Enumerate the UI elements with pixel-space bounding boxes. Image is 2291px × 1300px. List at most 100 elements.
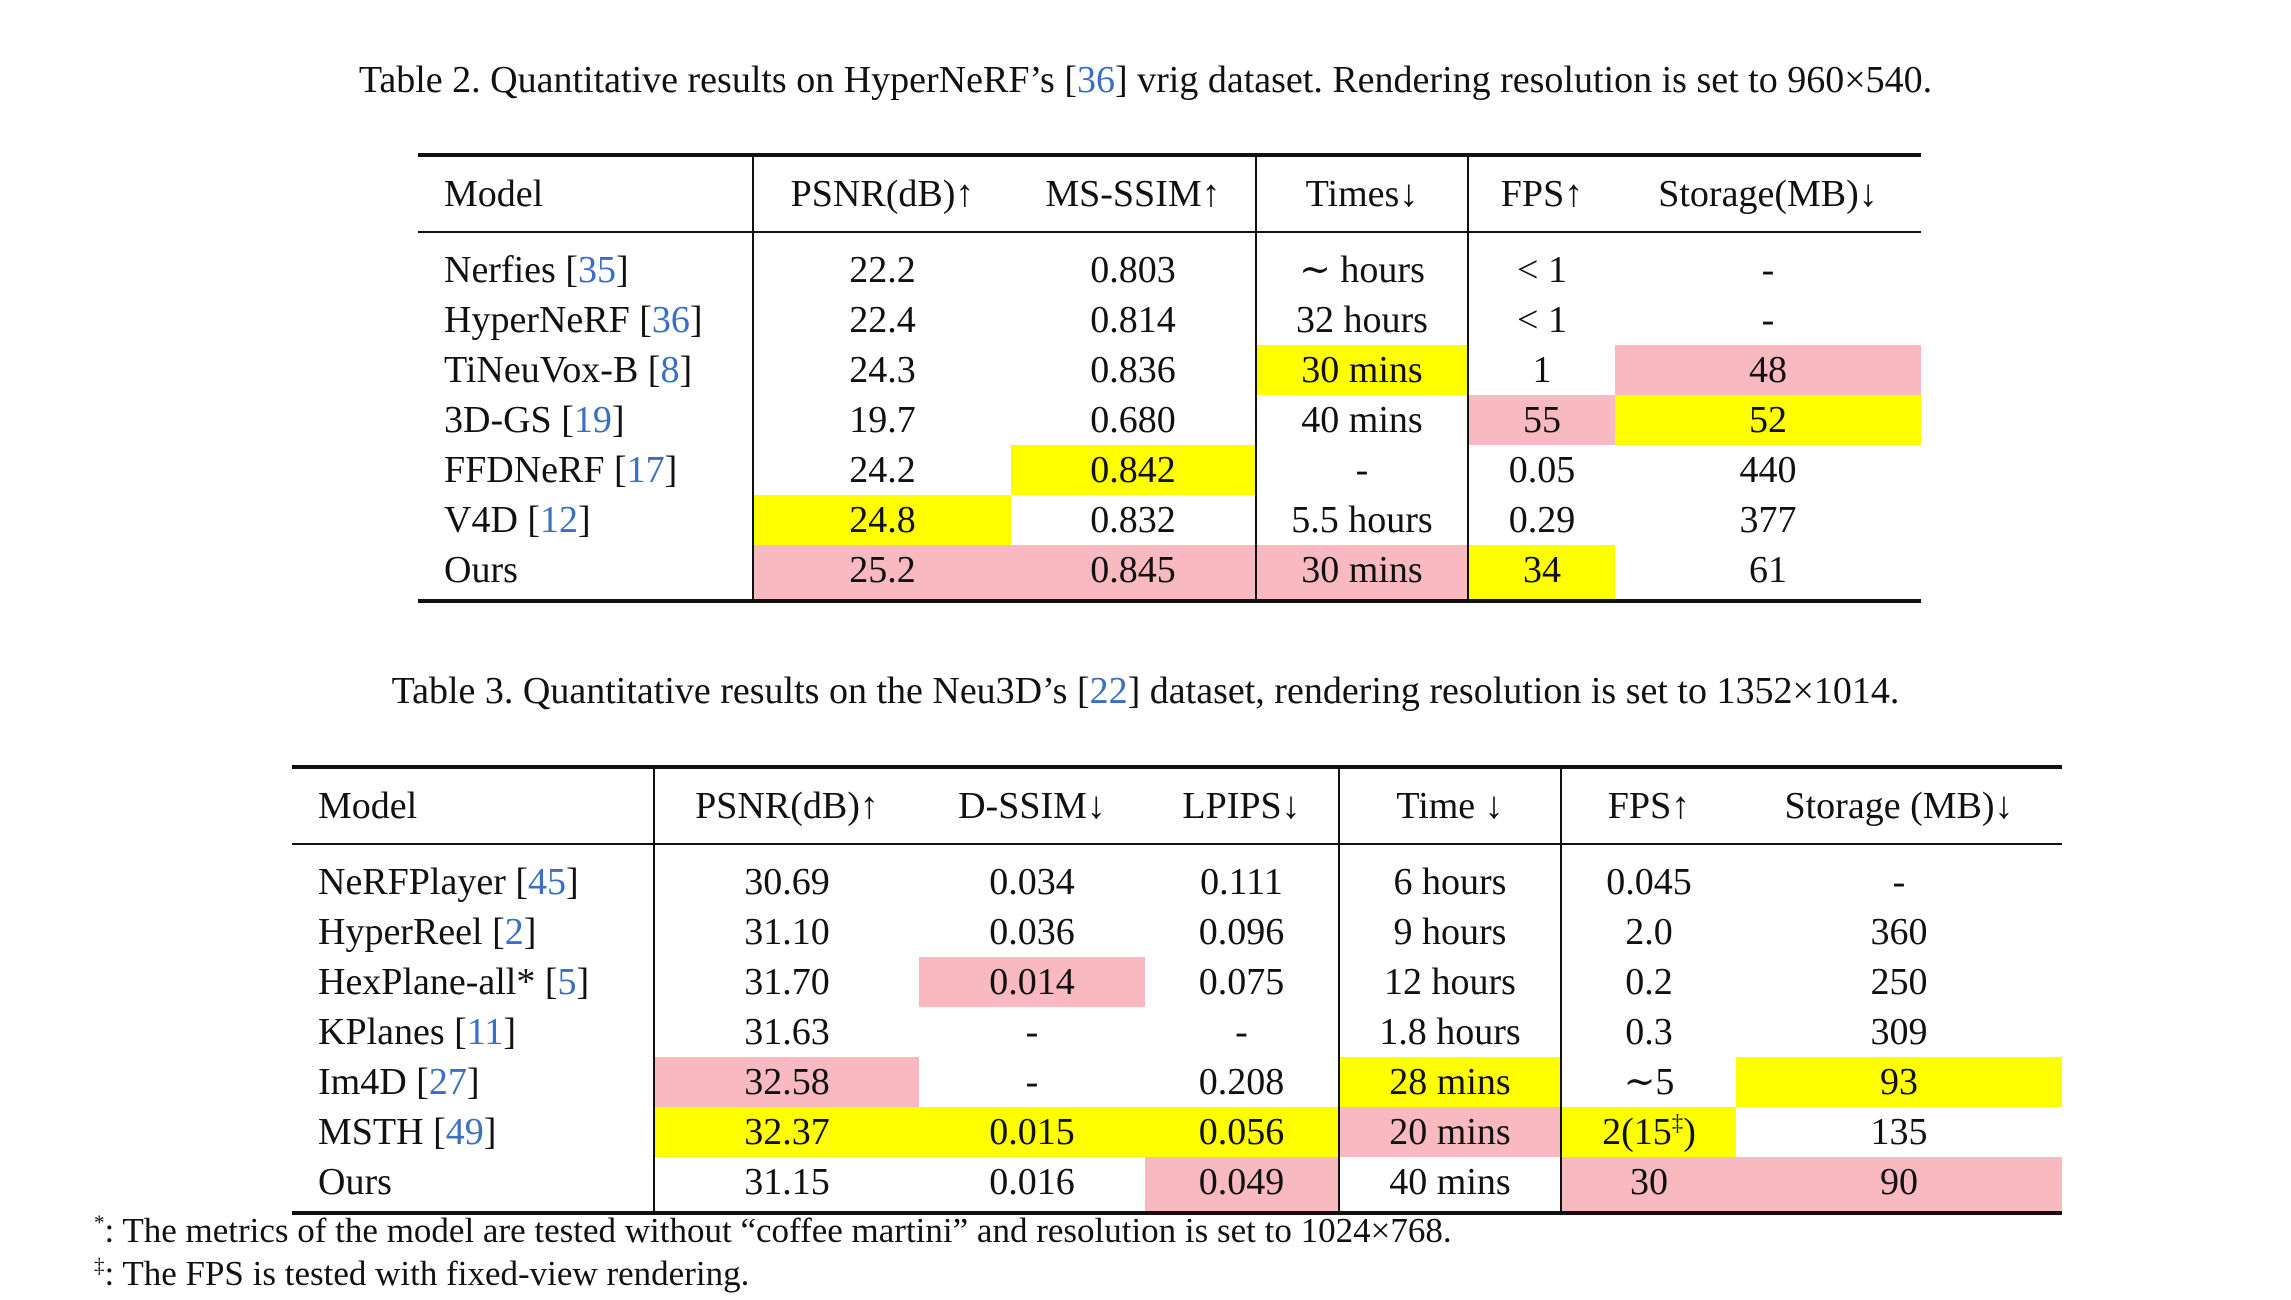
fps-cell: 0.29 <box>1467 495 1615 545</box>
table-row: HexPlane-all* [5] 31.70 0.014 0.075 12 h… <box>292 957 2062 1007</box>
citation-link[interactable]: 12 <box>540 499 579 541</box>
table-row: NeRFPlayer [45] 30.69 0.034 0.111 6 hour… <box>292 844 2062 907</box>
psnr-cell: 25.2 <box>752 545 1011 601</box>
dssim-cell: - <box>1025 1011 1039 1053</box>
psnr-cell: 31.10 <box>653 907 919 957</box>
fps-cell: < 1 <box>1467 232 1615 295</box>
storage-cell: 90 <box>1736 1157 2062 1213</box>
t3-header-time: Time ↓ <box>1338 767 1561 845</box>
storage-cell: 250 <box>1870 961 1928 1003</box>
table-row: MSTH [49] 32.37 0.015 0.056 20 mins 2(15… <box>292 1107 2062 1157</box>
citation-link[interactable]: 17 <box>626 449 665 491</box>
psnr-cell: 19.7 <box>752 395 1011 445</box>
table-row: 3D-GS [19] 19.7 0.680 40 mins 55 52 <box>418 395 1921 445</box>
table2-caption-ref[interactable]: 36 <box>1076 59 1115 101</box>
psnr-cell: 32.58 <box>653 1057 919 1107</box>
lpips-cell: 0.049 <box>1145 1157 1339 1213</box>
dssim-cell: 0.036 <box>989 911 1075 953</box>
table-row: KPlanes [11] 31.63 - - 1.8 hours 0.3 309 <box>292 1007 2062 1057</box>
citation-link[interactable]: 19 <box>573 399 612 441</box>
time-cell: 1.8 hours <box>1338 1007 1561 1057</box>
dssim-cell: 0.016 <box>989 1161 1075 1203</box>
t2-header-msssim: MS-SSIM↑ <box>1011 155 1256 233</box>
model-name: Im4D [27] <box>318 1061 480 1103</box>
lpips-cell: 0.111 <box>1200 861 1283 903</box>
t3-header-psnr: PSNR(dB)↑ <box>653 767 919 845</box>
model-name: HyperNeRF [36] <box>444 299 703 341</box>
citation-link[interactable]: 27 <box>428 1061 467 1103</box>
table-row: HyperReel [2] 31.10 0.036 0.096 9 hours … <box>292 907 2062 957</box>
psnr-cell: 24.2 <box>752 445 1011 495</box>
table-row: TiNeuVox-B [8] 24.3 0.836 30 mins 1 48 <box>418 345 1921 395</box>
time-cell: 40 mins <box>1255 395 1468 445</box>
fps-cell: 30 <box>1560 1157 1736 1213</box>
dssim-cell: 0.034 <box>989 861 1075 903</box>
time-cell: - <box>1255 445 1468 495</box>
citation-link[interactable]: 8 <box>660 349 680 391</box>
time-cell: 40 mins <box>1338 1157 1561 1213</box>
fps-cell: ∼5 <box>1560 1057 1736 1107</box>
table-row: Ours 31.15 0.016 0.049 40 mins 30 90 <box>292 1157 2062 1213</box>
model-name: MSTH [49] <box>318 1111 497 1153</box>
citation-link[interactable]: 2 <box>504 911 524 953</box>
storage-cell: 377 <box>1739 499 1797 541</box>
citation-link[interactable]: 35 <box>578 249 616 291</box>
msssim-cell: 0.842 <box>1011 445 1256 495</box>
citation-link[interactable]: 36 <box>651 299 690 341</box>
model-name: Ours <box>444 549 518 591</box>
table-row: Im4D [27] 32.58 - 0.208 28 mins ∼5 93 <box>292 1057 2062 1107</box>
citation-link[interactable]: 5 <box>557 961 577 1003</box>
t2-header-storage: Storage(MB)↓ <box>1615 155 1921 233</box>
model-name: Ours <box>318 1161 392 1203</box>
fps-cell: 2(15‡) <box>1560 1107 1736 1157</box>
time-cell: 12 hours <box>1338 957 1561 1007</box>
time-cell: 28 mins <box>1338 1057 1561 1107</box>
fps-cell: 1 <box>1467 345 1615 395</box>
time-cell: 6 hours <box>1338 844 1561 907</box>
msssim-cell: 0.845 <box>1011 545 1256 601</box>
t2-header-model: Model <box>418 155 753 233</box>
double-dagger-mark: ‡ <box>1671 1110 1684 1136</box>
time-cell: 5.5 hours <box>1255 495 1468 545</box>
footnote-star: *: The metrics of the model are tested w… <box>94 1210 1452 1252</box>
fps-cell: < 1 <box>1467 295 1615 345</box>
time-cell: 20 mins <box>1338 1107 1561 1157</box>
model-name: NeRFPlayer [45] <box>318 861 579 903</box>
storage-cell: 135 <box>1870 1111 1928 1153</box>
table2: Model PSNR(dB)↑ MS-SSIM↑ Times↓ FPS↑ Sto… <box>418 153 1921 603</box>
fps-cell: 0.045 <box>1560 844 1736 907</box>
t2-header-fps: FPS↑ <box>1467 155 1615 233</box>
table3-caption-text: Table 3. Quantitative results on the Neu… <box>391 670 1090 712</box>
psnr-cell: 31.70 <box>653 957 919 1007</box>
table-row: FFDNeRF [17] 24.2 0.842 - 0.05 440 <box>418 445 1921 495</box>
fps-cell: 55 <box>1467 395 1615 445</box>
storage-cell: 61 <box>1749 549 1787 591</box>
storage-cell: 360 <box>1870 911 1928 953</box>
table-row: Ours 25.2 0.845 30 mins 34 61 <box>418 545 1921 601</box>
footnote-dagger-text: : The FPS is tested with fixed-view rend… <box>104 1254 750 1293</box>
citation-link[interactable]: 45 <box>528 861 567 903</box>
lpips-cell: 0.075 <box>1198 961 1285 1003</box>
t3-header-lpips: LPIPS↓ <box>1145 767 1339 845</box>
model-name: 3D-GS [19] <box>444 399 625 441</box>
footnote-dagger: ‡: The FPS is tested with fixed-view ren… <box>94 1253 749 1295</box>
storage-cell: - <box>1761 249 1775 291</box>
fps-cell: 0.05 <box>1467 445 1615 495</box>
t3-header-model: Model <box>292 767 654 845</box>
citation-link[interactable]: 11 <box>466 1011 504 1053</box>
psnr-cell: 30.69 <box>653 844 919 907</box>
model-name: FFDNeRF [17] <box>444 449 678 491</box>
psnr-cell: 22.4 <box>752 295 1011 345</box>
footnote-star-text: : The metrics of the model are tested wi… <box>104 1211 1452 1250</box>
model-name: KPlanes [11] <box>318 1011 517 1053</box>
table3: Model PSNR(dB)↑ D-SSIM↓ LPIPS↓ Time ↓ FP… <box>292 765 2062 1215</box>
table3-caption-ref[interactable]: 22 <box>1089 670 1128 712</box>
fps-cell: 0.3 <box>1560 1007 1736 1057</box>
model-name: HyperReel [2] <box>318 911 537 953</box>
table3-header-row: Model PSNR(dB)↑ D-SSIM↓ LPIPS↓ Time ↓ FP… <box>292 767 2062 845</box>
psnr-cell: 31.15 <box>653 1157 919 1213</box>
citation-link[interactable]: 49 <box>445 1111 484 1153</box>
lpips-cell: 0.056 <box>1145 1107 1339 1157</box>
model-name: TiNeuVox-B [8] <box>444 349 693 391</box>
psnr-cell: 32.37 <box>653 1107 919 1157</box>
